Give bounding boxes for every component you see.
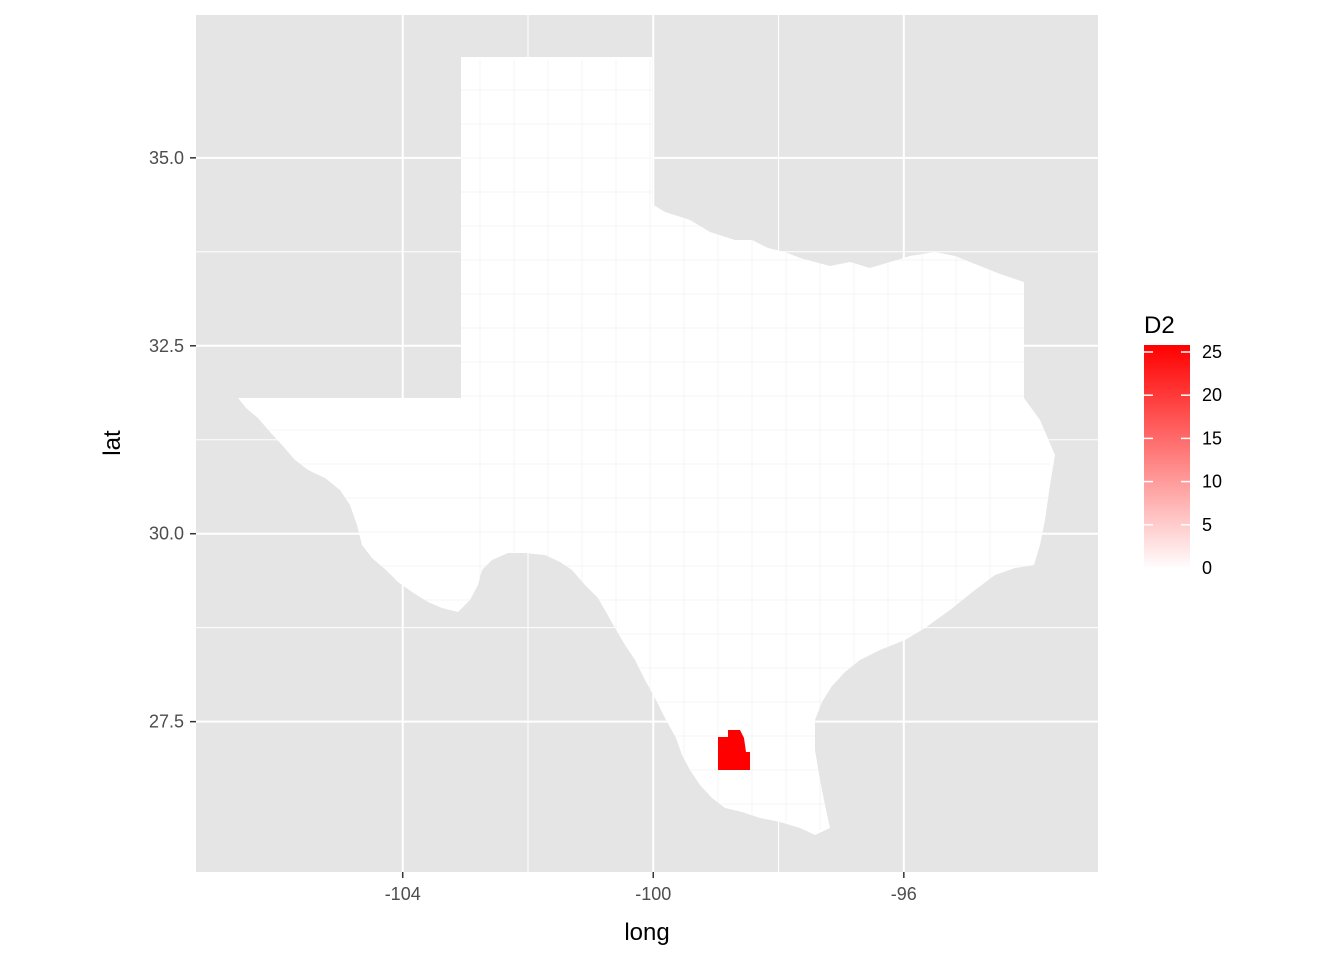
legend-ticks: 0 5 10 15 20 25 (1144, 342, 1222, 578)
texas-state-shape (238, 57, 1055, 835)
y-axis-title: lat (99, 430, 126, 456)
legend-tick-label: 25 (1202, 342, 1222, 362)
y-tick-label: 27.5 (149, 712, 184, 732)
legend-tick-label: 10 (1202, 472, 1222, 492)
axes: -104 -100 -96 27.5 30.0 32.5 35.0 (149, 148, 917, 904)
y-tick-label: 35.0 (149, 148, 184, 168)
legend-tick-label: 5 (1202, 515, 1212, 535)
legend-colorbar (1144, 345, 1190, 570)
x-tick-label: -100 (635, 884, 671, 904)
x-axis-title: long (624, 919, 669, 946)
x-tick-label: -96 (891, 884, 917, 904)
legend-tick-label: 15 (1202, 428, 1222, 448)
y-tick-label: 30.0 (149, 524, 184, 544)
x-tick-label: -104 (385, 884, 421, 904)
y-tick-label: 32.5 (149, 336, 184, 356)
legend: D2 0 5 10 15 20 25 (1144, 312, 1222, 578)
highlighted-county (718, 730, 750, 770)
legend-title: D2 (1144, 312, 1175, 339)
legend-tick-label: 0 (1202, 558, 1212, 578)
legend-tick-label: 20 (1202, 385, 1222, 405)
